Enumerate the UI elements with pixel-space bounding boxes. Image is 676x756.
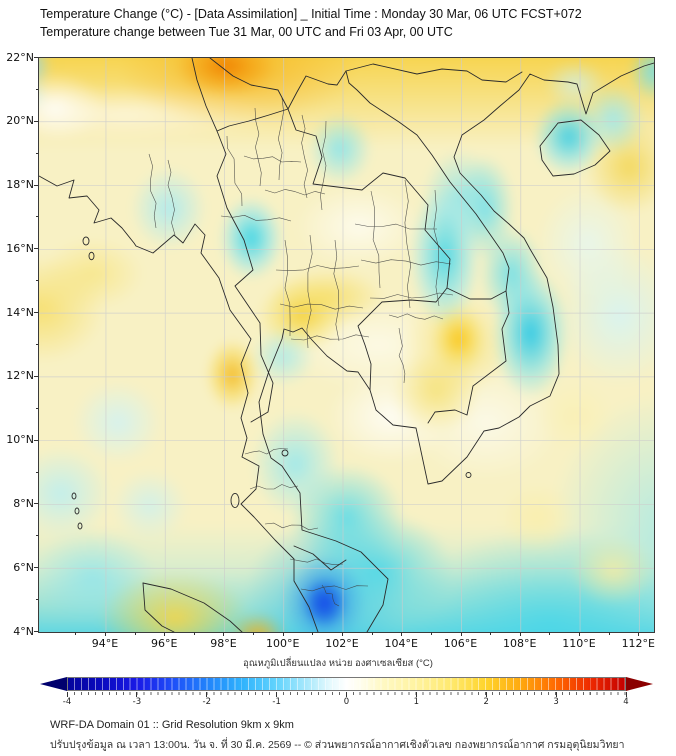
lon-label: 112°E bbox=[621, 637, 656, 650]
lon-minor-tick bbox=[608, 632, 610, 635]
colorbar-tick-label: -4 bbox=[62, 697, 72, 707]
lon-tick bbox=[164, 632, 166, 636]
lon-minor-tick bbox=[430, 632, 432, 635]
lat-label: 20°N bbox=[6, 114, 34, 128]
colorbar-tick-label: -2 bbox=[202, 697, 211, 707]
colorbar-major-tick bbox=[66, 692, 68, 697]
colorbar-tick-label: 2 bbox=[483, 697, 489, 707]
latitude-axis: 22°N 20°N 18°N 16°N 14°N 12°N 10°N 8°N 6°N 4°N bbox=[0, 51, 38, 638]
lon-label: 100°E bbox=[266, 637, 300, 650]
lon-tick bbox=[342, 632, 343, 636]
lon-tick bbox=[104, 632, 106, 636]
lat-tick bbox=[34, 439, 38, 441]
model-info-text: WRF-DA Domain 01 :: Grid Resolution 9km … bbox=[50, 719, 294, 731]
lon-label: 94°E bbox=[91, 637, 119, 650]
lat-tick bbox=[34, 375, 38, 377]
gridlines bbox=[39, 58, 654, 632]
lon-tick bbox=[223, 632, 225, 636]
lon-tick bbox=[638, 632, 640, 636]
lon-tick bbox=[401, 632, 403, 636]
lon-label: 96°E bbox=[150, 637, 178, 650]
colorbar-tick-label: -1 bbox=[272, 697, 281, 707]
lat-label: 14°N bbox=[6, 305, 34, 319]
longitude-axis: 94°E 96°E 98°E 100°E 102°E 104°E 106°E 108°E 110… bbox=[38, 631, 655, 653]
lat-label: 12°N bbox=[6, 369, 34, 383]
lon-label: 106°E bbox=[443, 637, 478, 650]
lat-minor-tick bbox=[35, 344, 38, 345]
lon-tick bbox=[460, 632, 462, 636]
lon-minor-tick bbox=[193, 632, 195, 635]
lat-minor-tick bbox=[35, 88, 38, 90]
lon-minor-tick bbox=[134, 632, 136, 635]
colorbar-major-tick bbox=[136, 692, 138, 697]
lat-label: 16°N bbox=[6, 241, 34, 255]
colorbar bbox=[40, 677, 653, 691]
colorbar-left-arrow bbox=[40, 677, 67, 691]
colorbar-title: อุณหภูมิเปลี่ยนแปลง หน่วย องศาเซลเซียส (… bbox=[243, 658, 433, 669]
lat-tick bbox=[34, 312, 38, 314]
country-borders bbox=[39, 58, 654, 632]
lon-tick bbox=[579, 632, 581, 636]
colorbar-major-tick bbox=[415, 692, 417, 697]
colorbar-gradient-bar bbox=[67, 677, 626, 691]
lon-minor-tick bbox=[253, 632, 255, 635]
lon-label: 98°E bbox=[210, 637, 237, 650]
lon-minor-tick bbox=[371, 632, 373, 635]
page-subtitle: Temperature change between Tue 31 Mar, 0… bbox=[40, 25, 453, 39]
page-title: Temperature Change (°C) - [Data Assimila… bbox=[40, 7, 582, 21]
lon-minor-tick bbox=[549, 632, 551, 635]
lat-minor-tick bbox=[35, 407, 38, 409]
lat-minor-tick bbox=[35, 216, 38, 218]
lat-label: 8°N bbox=[13, 496, 34, 510]
lon-minor-tick bbox=[312, 632, 314, 635]
colorbar-tick-label: 3 bbox=[553, 697, 559, 707]
temperature-shading-layer bbox=[39, 58, 654, 632]
lat-label: 6°N bbox=[13, 560, 34, 574]
lon-minor-tick bbox=[75, 632, 77, 635]
lon-label: 104°E bbox=[384, 637, 418, 650]
lat-tick bbox=[34, 120, 38, 122]
colorbar-major-tick bbox=[485, 692, 487, 697]
colorbar-major-tick bbox=[625, 692, 627, 697]
lon-minor-tick bbox=[490, 632, 492, 635]
lat-label: 4°N bbox=[13, 624, 34, 638]
colorbar-tick-label: 0 bbox=[343, 697, 350, 707]
update-info-text: ปรับปรุงข้อมูล ณ เวลา 13:00น. วัน จ. ที่… bbox=[50, 739, 625, 751]
lat-tick bbox=[34, 567, 38, 569]
colorbar-major-tick bbox=[276, 692, 278, 697]
colorbar-right-arrow bbox=[626, 677, 653, 691]
colorbar-major-tick bbox=[346, 692, 347, 697]
colorbar-segments bbox=[68, 678, 625, 690]
colorbar-tick-label: -3 bbox=[132, 697, 142, 707]
lon-tick bbox=[519, 632, 521, 636]
colorbar-tick-label: 4 bbox=[623, 697, 629, 707]
lon-label: 102°E bbox=[325, 637, 359, 650]
colorbar-ticks: -4 -3 -2 -1 0 1 2 3 4 bbox=[63, 692, 629, 708]
lat-minor-tick bbox=[35, 152, 38, 154]
colorbar-major-tick bbox=[206, 692, 208, 697]
lat-label: 22°N bbox=[6, 50, 34, 64]
lat-minor-tick bbox=[35, 280, 38, 282]
lat-tick bbox=[34, 631, 38, 632]
lat-tick bbox=[34, 57, 38, 58]
map-plot-area bbox=[38, 57, 655, 633]
lat-label: 10°N bbox=[6, 433, 34, 447]
province-borders bbox=[148, 97, 454, 607]
lon-tick bbox=[282, 632, 284, 636]
lon-label: 110°E bbox=[562, 637, 596, 650]
colorbar-major-tick bbox=[555, 692, 557, 697]
lat-tick bbox=[34, 184, 38, 186]
lat-minor-tick bbox=[35, 535, 38, 537]
lat-label: 18°N bbox=[6, 178, 34, 192]
lon-label: 108°E bbox=[503, 637, 537, 650]
map-borders-overlay bbox=[39, 58, 654, 632]
lat-minor-tick bbox=[35, 599, 38, 601]
lat-minor-tick bbox=[35, 471, 38, 473]
colorbar-tick-label: 1 bbox=[413, 697, 420, 707]
lat-tick bbox=[34, 503, 38, 505]
lat-tick bbox=[34, 248, 38, 250]
